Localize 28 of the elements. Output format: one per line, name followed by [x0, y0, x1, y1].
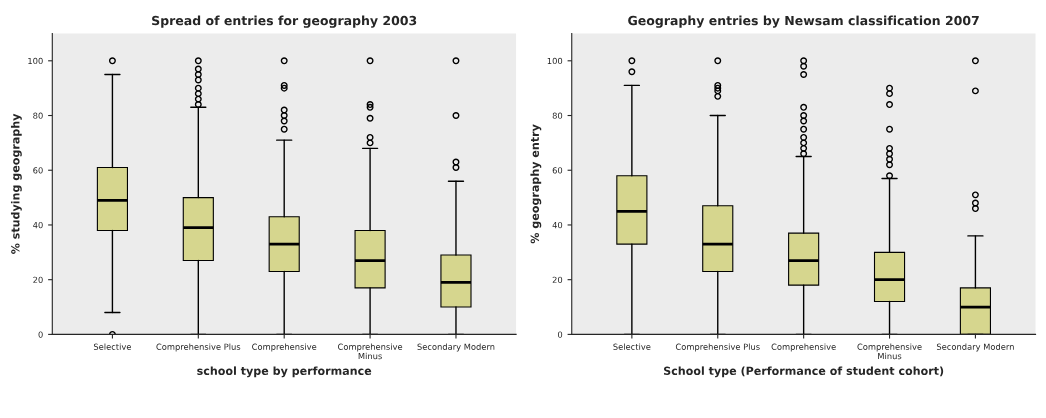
- y-tick-label: 60: [552, 167, 563, 174]
- y-tick-label: 80: [552, 112, 563, 119]
- y-tick-label: 0: [38, 331, 43, 338]
- x-tick-label: Selective: [613, 343, 651, 350]
- x-tick-label: Selective: [93, 343, 132, 350]
- x-tick-label: Secondary Modern: [936, 343, 1014, 352]
- y-tick-label: 100: [28, 57, 43, 65]
- x-tick-label: Secondary Modern: [417, 343, 495, 352]
- x-tick-label: Comprehensive: [252, 343, 317, 352]
- x-tick-label: Comprehensive Minus: [857, 343, 922, 360]
- y-tick-label: 60: [33, 167, 43, 174]
- y-axis-title: % studying geography: [10, 113, 22, 254]
- x-tick-label: Comprehensive Minus: [338, 343, 403, 360]
- x-tick-label: Comprehensive: [771, 343, 836, 352]
- y-axis-title: % geography entry: [530, 124, 542, 244]
- chart-title: Spread of entries for geography 2003: [152, 15, 417, 28]
- x-axis-title: School type (Performance of student cohort): [663, 366, 944, 378]
- x-axis-title: school type by performance: [197, 366, 372, 378]
- y-tick-label: 40: [552, 221, 563, 229]
- x-tick-label: Comprehensive Plus: [156, 343, 241, 352]
- x-tick-label: Comprehensive Plus: [675, 343, 760, 352]
- chart-title: Geography entries by Newsam classification 2007: [628, 15, 979, 28]
- y-tick-label: 80: [33, 112, 43, 119]
- y-tick-label: 100: [547, 57, 563, 65]
- y-tick-label: 20: [33, 276, 43, 283]
- y-tick-label: 20: [552, 276, 563, 283]
- y-tick-label: 40: [33, 221, 43, 229]
- y-tick-label: 0: [557, 331, 563, 338]
